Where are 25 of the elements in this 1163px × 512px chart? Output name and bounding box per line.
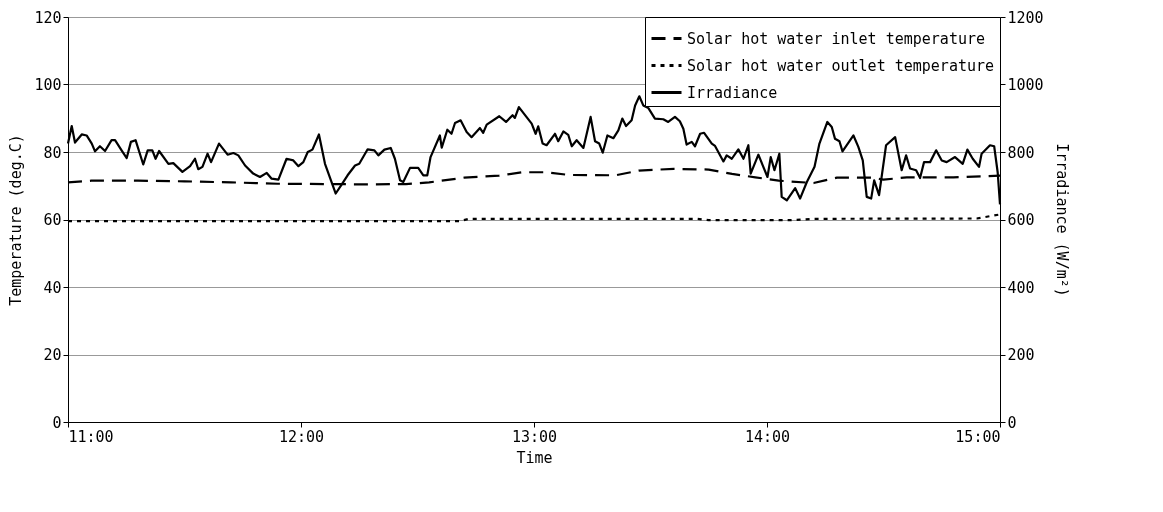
x-tick-label: 13:00 bbox=[511, 427, 558, 446]
x-tick-label: 14:00 bbox=[744, 427, 791, 446]
y2-tick-label: 1200 bbox=[1007, 8, 1044, 27]
legend-label: Solar hot water outlet temperature bbox=[687, 56, 995, 75]
legend-label: Solar hot water inlet temperature bbox=[687, 29, 986, 48]
legend-label: Irradiance bbox=[687, 83, 778, 102]
y2-tick-label: 200 bbox=[1007, 346, 1035, 364]
y-tick-label: 20 bbox=[43, 346, 62, 364]
y2-tick-label: 800 bbox=[1007, 143, 1035, 162]
y-tick-label: 80 bbox=[43, 143, 62, 162]
x-tick-label: 15:00 bbox=[955, 427, 1001, 446]
y-axis-title: Temperature (deg.C) bbox=[7, 134, 26, 306]
y-tick-label: 0 bbox=[52, 413, 62, 432]
x-axis-title: Time bbox=[516, 448, 553, 467]
y-tick-label: 120 bbox=[34, 8, 62, 27]
y2-tick-label: 0 bbox=[1007, 413, 1017, 432]
y-tick-label: 40 bbox=[43, 278, 62, 297]
x-tick-label: 11:00 bbox=[68, 427, 114, 446]
x-tick-label: 12:00 bbox=[278, 427, 325, 446]
y2-tick-label: 1000 bbox=[1007, 76, 1044, 94]
y2-tick-label: 600 bbox=[1007, 211, 1035, 229]
y-tick-label: 100 bbox=[34, 76, 62, 94]
y2-tick-label: 400 bbox=[1007, 278, 1035, 297]
y2-axis-title: Irradiance (W/m²) bbox=[1052, 143, 1071, 297]
y-tick-label: 60 bbox=[43, 211, 62, 229]
